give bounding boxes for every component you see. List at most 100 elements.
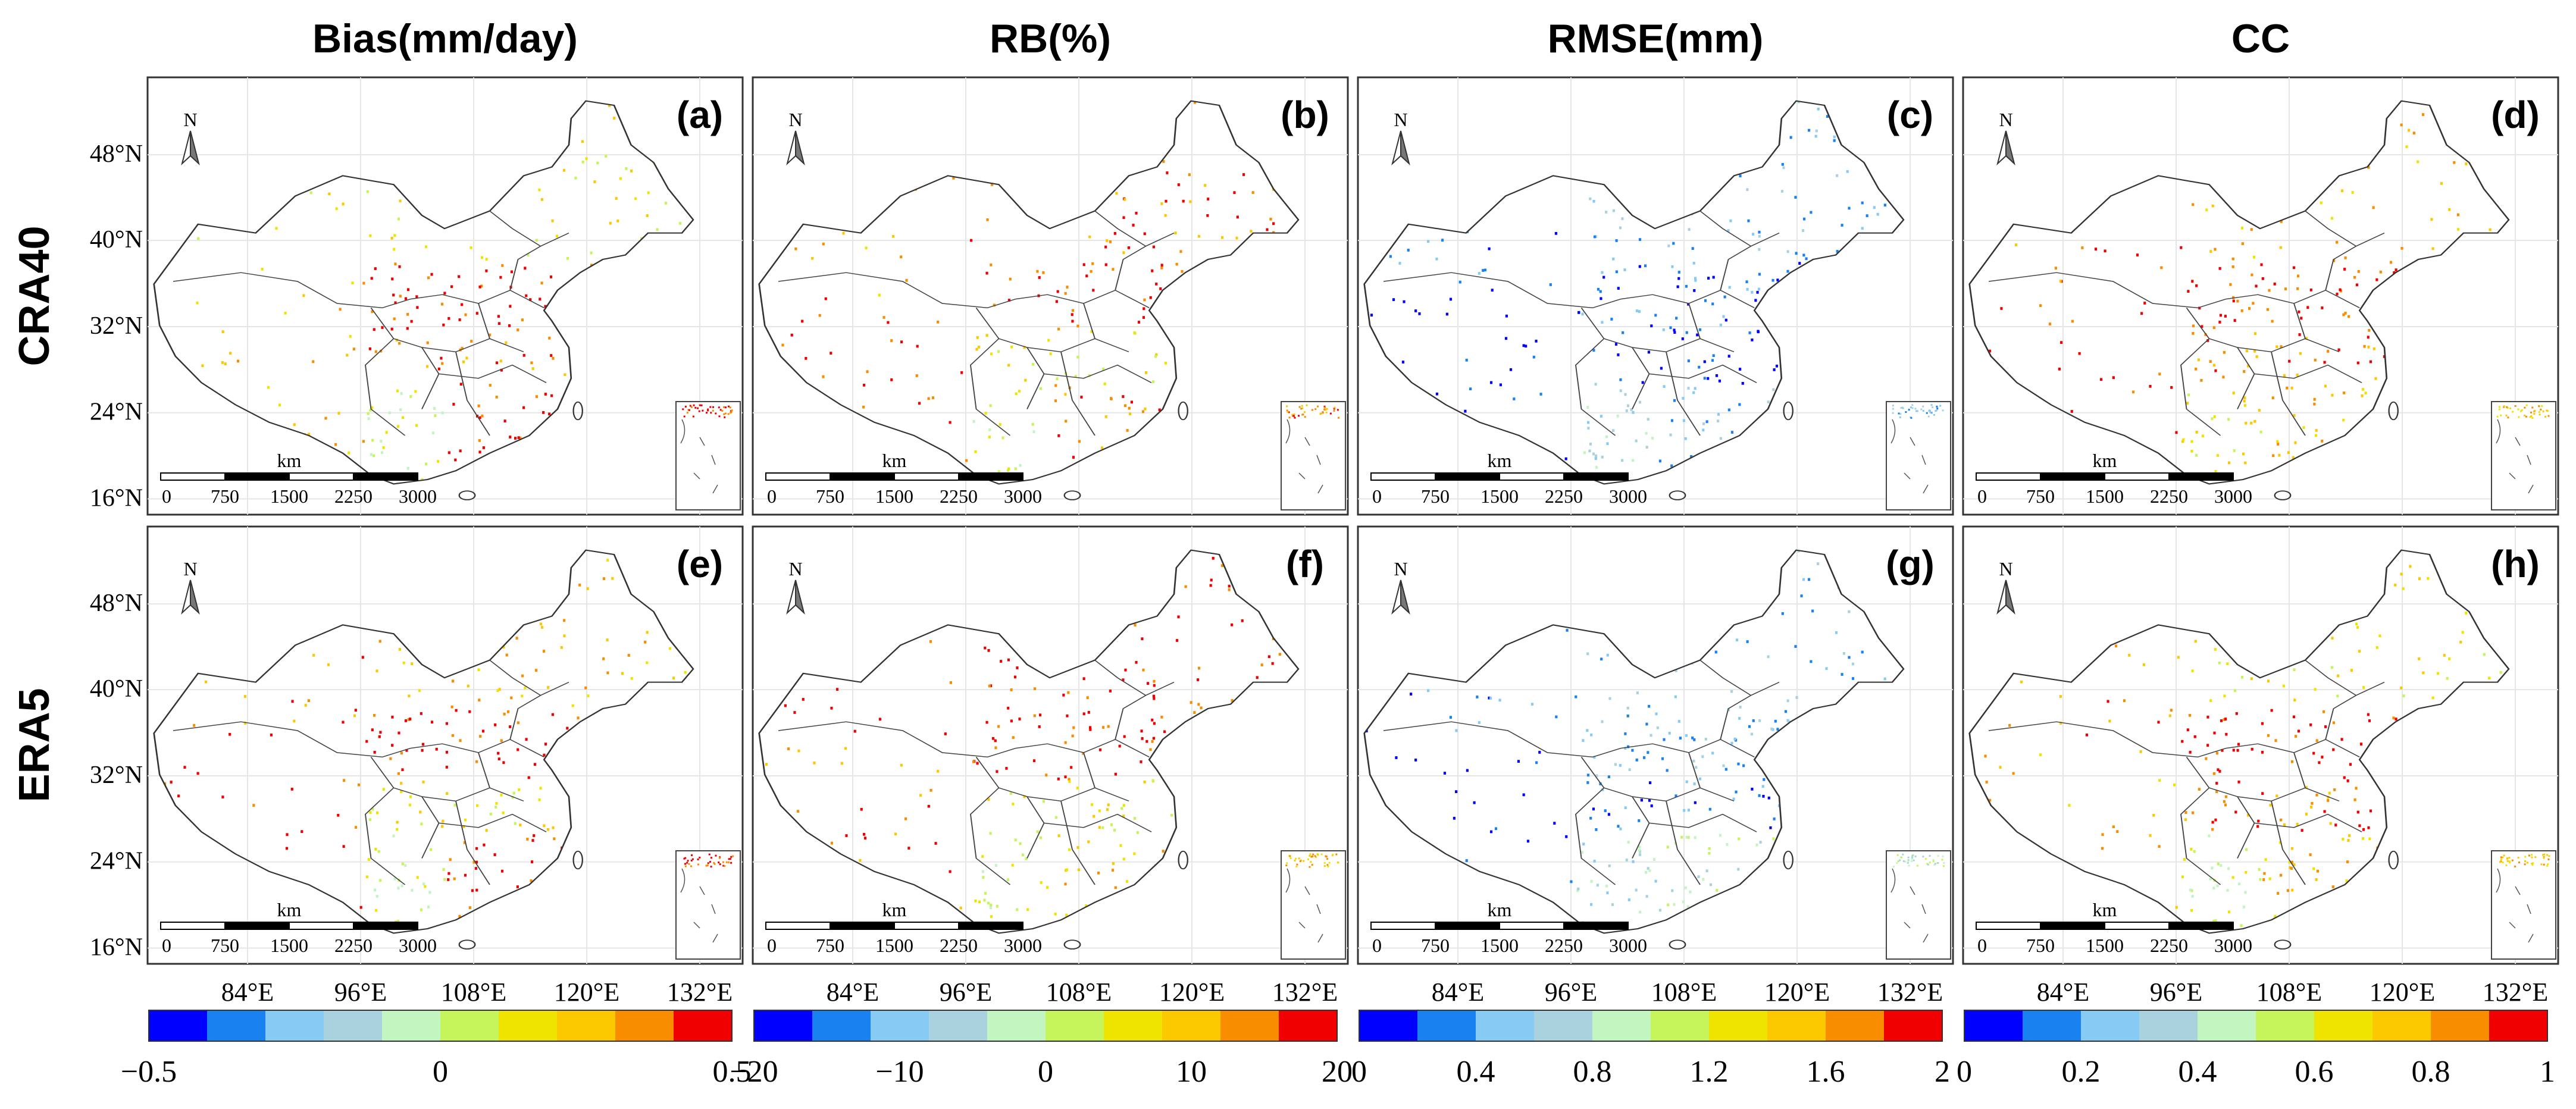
station-point [1608,697,1611,700]
station-point [1086,696,1089,700]
station-point [382,788,385,791]
region-boundaries [778,211,1175,436]
gridlines [1358,527,1953,964]
station-point [1228,584,1231,588]
station-point [396,425,400,428]
station-point [1689,890,1692,894]
station-point [480,284,483,288]
colorbar-swatch [871,1010,929,1041]
station-point [1103,382,1106,386]
station-point [1601,271,1604,274]
station-point [1032,430,1035,433]
north-arrow-icon: N [786,109,805,166]
station-point [1638,845,1641,848]
station-point [927,397,930,400]
station-point [2231,257,2234,261]
station-point [2275,345,2278,349]
station-point [1786,250,1789,253]
station-point [381,326,384,329]
station-point [1164,362,1167,365]
station-point [1658,908,1661,912]
station-point [977,345,981,349]
station-point [1677,720,1680,723]
scale-tick: 1500 [1481,485,1519,507]
lon-tick: 96°E [940,978,992,1007]
station-point [1702,422,1705,425]
station-point [2346,779,2349,782]
station-point [1135,660,1138,664]
station-point [919,794,922,797]
station-point [1675,317,1678,320]
station-point [1070,766,1073,769]
station-point [374,350,377,353]
station-point [981,855,984,858]
north-label: N [183,109,197,130]
station-point [2327,795,2330,799]
station-point [404,864,407,867]
station-point [2293,668,2296,672]
station-point [1066,286,1069,289]
station-point [1595,454,1598,458]
station-point [454,458,457,462]
station-point [1593,860,1596,863]
scale-tick: 0 [162,485,171,507]
station-point [1122,216,1125,220]
station-point [2158,779,2161,782]
station-point [369,234,372,237]
station-point [2252,302,2255,305]
station-point [2223,800,2226,803]
station-point [1615,270,1618,274]
station-point [1632,459,1635,462]
station-point [529,298,532,301]
station-point [1614,343,1618,346]
station-point [1153,679,1156,683]
station-point [1593,756,1596,759]
station-point [1767,796,1770,800]
station-point [1235,236,1238,240]
scale-tick: 3000 [1004,485,1042,507]
station-point [542,650,546,653]
station-point [1410,693,1413,696]
station-point [1093,814,1095,818]
station-point [2260,263,2263,267]
station-point [548,412,551,416]
station-point [302,294,305,297]
station-point [1129,412,1132,415]
station-point [1207,198,1210,201]
station-point [495,361,499,365]
station-point [2392,716,2395,720]
station-point [400,392,403,395]
colorbar-swatch [1884,1010,1943,1041]
scale-tick: 0 [1977,485,1987,507]
station-point [1682,900,1685,904]
station-point [2448,657,2451,660]
colorbar: −0.5 0 0.5 [121,1010,752,1089]
station-point [335,207,338,211]
station-point [1638,400,1642,404]
station-point [1774,719,1777,723]
station-point [1033,687,1037,690]
station-point [278,403,281,407]
scale-unit: km [882,899,907,920]
station-point [1638,265,1641,268]
station-point [621,672,624,675]
station-point [2313,397,2316,401]
station-point [1602,275,1605,279]
lat-tick: 40°N [90,675,143,703]
station-point [497,751,500,755]
station-point [672,676,675,680]
station-point [2236,748,2239,752]
station-point [1133,852,1136,856]
station-point [2237,743,2240,746]
station-point [530,860,534,863]
station-point [1612,257,1615,261]
scale-bar: km0 750 1500 2250 3000 [160,450,437,507]
station-point [362,440,365,443]
station-point [1057,834,1060,838]
station-point [1026,908,1029,911]
scale-tick: 750 [2026,935,2055,956]
station-point [301,830,303,834]
station-point [1122,857,1125,861]
station-point [927,804,930,808]
station-point [890,339,893,342]
